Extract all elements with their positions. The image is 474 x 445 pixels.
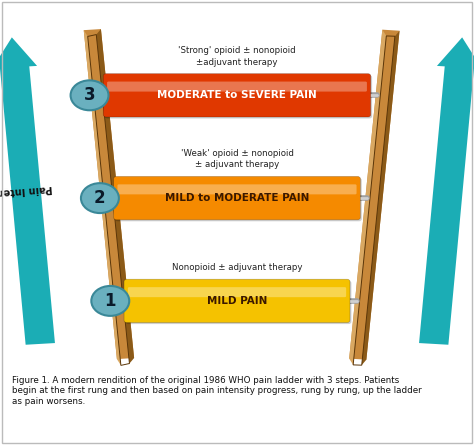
Text: Nonopioid ± adjuvant therapy: Nonopioid ± adjuvant therapy	[172, 263, 302, 272]
Circle shape	[71, 81, 109, 110]
FancyBboxPatch shape	[107, 81, 367, 92]
FancyBboxPatch shape	[128, 287, 346, 297]
FancyBboxPatch shape	[126, 281, 351, 324]
Polygon shape	[349, 30, 400, 360]
Text: 3: 3	[84, 86, 95, 104]
Text: Figure 1. A modern rendition of the original 1986 WHO pain ladder with 3 steps. : Figure 1. A modern rendition of the orig…	[12, 376, 421, 406]
Polygon shape	[96, 29, 134, 364]
Polygon shape	[362, 31, 400, 365]
Polygon shape	[349, 30, 386, 365]
Text: 'Strong' opioid ± nonopioid
±adjuvant therapy: 'Strong' opioid ± nonopioid ±adjuvant th…	[178, 46, 296, 67]
FancyBboxPatch shape	[105, 75, 372, 118]
FancyBboxPatch shape	[124, 279, 350, 323]
FancyBboxPatch shape	[115, 178, 362, 221]
FancyBboxPatch shape	[114, 176, 360, 220]
FancyArrow shape	[0, 37, 55, 345]
Circle shape	[81, 183, 119, 213]
Polygon shape	[84, 29, 134, 359]
Text: 'Weak' opioid ± nonopioid
± adjuvant therapy: 'Weak' opioid ± nonopioid ± adjuvant the…	[181, 149, 293, 170]
FancyBboxPatch shape	[118, 184, 356, 194]
Text: MILD PAIN: MILD PAIN	[207, 296, 267, 306]
Text: MODERATE to SEVERE PAIN: MODERATE to SEVERE PAIN	[157, 90, 317, 100]
Text: MILD to MODERATE PAIN: MILD to MODERATE PAIN	[165, 193, 309, 203]
Circle shape	[91, 286, 129, 316]
Text: Pain Intensity: Pain Intensity	[0, 183, 53, 198]
Polygon shape	[84, 30, 121, 365]
FancyArrow shape	[419, 37, 474, 345]
Text: 2: 2	[94, 189, 106, 207]
FancyBboxPatch shape	[103, 73, 371, 117]
Text: 1: 1	[105, 292, 116, 310]
